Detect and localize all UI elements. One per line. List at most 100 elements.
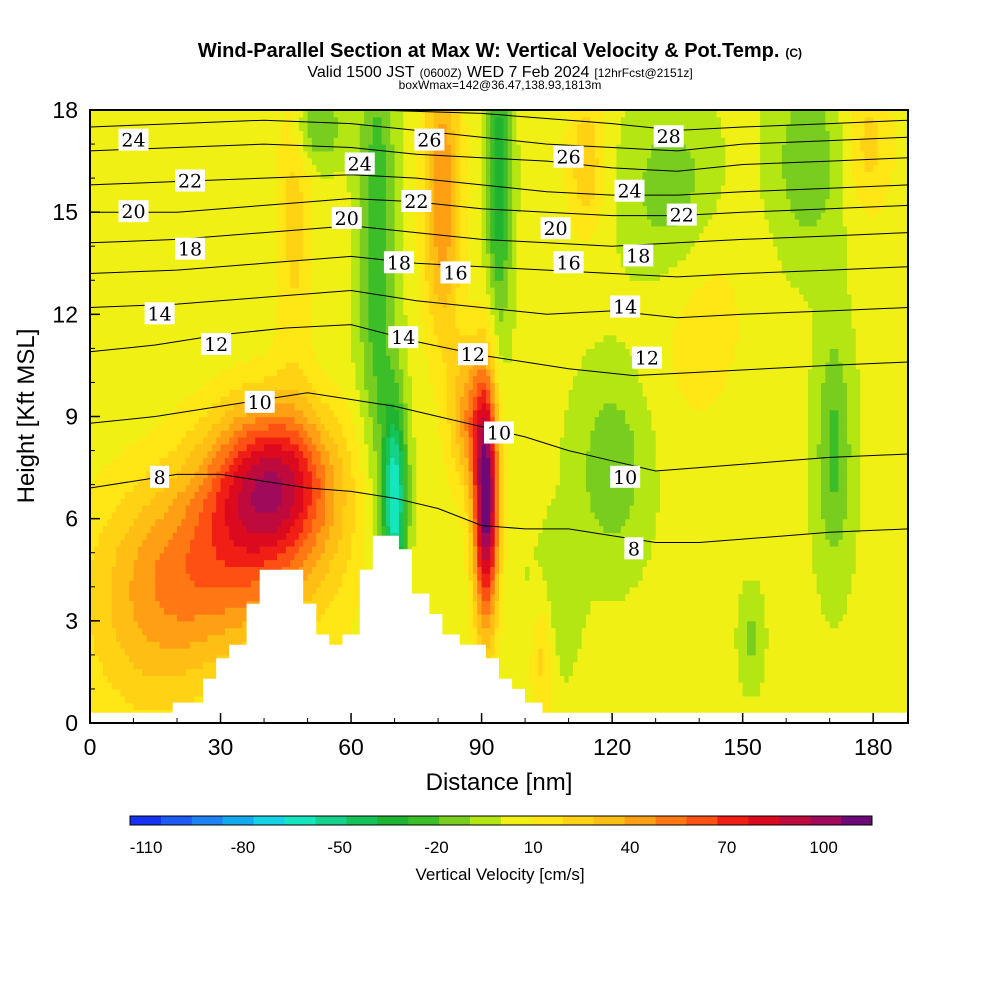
velocity-cell	[842, 702, 848, 710]
velocity-cell	[834, 682, 839, 690]
velocity-cell	[150, 559, 156, 567]
velocity-cell	[137, 668, 143, 676]
velocity-cell	[851, 573, 857, 581]
velocity-cell	[703, 545, 709, 554]
velocity-cell	[207, 593, 213, 601]
velocity-cell	[594, 593, 600, 601]
velocity-cell	[485, 620, 491, 629]
velocity-cell	[733, 614, 739, 622]
velocity-cell	[851, 579, 857, 588]
velocity-cell	[333, 566, 339, 574]
velocity-cell	[690, 688, 696, 697]
velocity-cell	[229, 634, 235, 642]
velocity-cell	[581, 695, 587, 704]
velocity-cell	[886, 654, 892, 663]
velocity-cell	[847, 566, 853, 574]
velocity-cell	[142, 586, 148, 595]
velocity-cell	[425, 539, 430, 547]
velocity-cell	[120, 579, 126, 588]
velocity-cell	[168, 634, 174, 642]
velocity-cell	[459, 559, 465, 567]
velocity-cell	[681, 566, 687, 574]
velocity-cell	[620, 566, 626, 574]
velocity-cell	[333, 600, 339, 608]
velocity-cell	[525, 682, 531, 690]
velocity-cell	[351, 573, 357, 581]
velocity-cell	[351, 559, 357, 567]
velocity-cell	[816, 702, 822, 710]
velocity-cell	[316, 545, 322, 554]
velocity-cell	[868, 702, 874, 710]
velocity-cell	[620, 654, 626, 663]
velocity-cell	[612, 620, 618, 629]
velocity-cell	[642, 648, 648, 656]
velocity-cell	[194, 641, 200, 649]
velocity-cell	[855, 641, 861, 649]
velocity-cell	[185, 593, 191, 601]
velocity-cell	[568, 579, 574, 588]
velocity-cell	[668, 579, 674, 588]
velocity-cell	[507, 620, 513, 629]
velocity-cell	[603, 586, 609, 595]
velocity-cell	[860, 688, 866, 697]
velocity-cell	[894, 634, 900, 642]
velocity-cell	[507, 614, 513, 622]
velocity-cell	[181, 648, 187, 656]
velocity-cell	[568, 654, 574, 663]
velocity-cell	[185, 552, 191, 561]
velocity-cell	[799, 648, 805, 656]
velocity-cell	[673, 552, 678, 561]
velocity-cell	[194, 614, 200, 622]
velocity-cell	[472, 627, 478, 636]
velocity-cell	[807, 688, 813, 697]
velocity-cell	[551, 559, 557, 567]
velocity-cell	[803, 702, 809, 710]
velocity-cell	[690, 682, 696, 690]
velocity-cell	[581, 620, 587, 629]
velocity-cell	[342, 559, 348, 567]
velocity-cell	[98, 539, 104, 547]
velocity-cell	[694, 641, 700, 649]
velocity-cell	[237, 579, 243, 588]
velocity-cell	[220, 620, 226, 629]
velocity-cell	[172, 545, 178, 554]
velocity-cell	[542, 620, 548, 629]
velocity-cell	[207, 668, 213, 676]
velocity-cell	[820, 668, 826, 676]
velocity-cell	[712, 559, 718, 567]
velocity-cell	[103, 545, 108, 554]
velocity-cell	[111, 539, 117, 547]
velocity-cell	[899, 545, 905, 554]
velocity-cell	[629, 573, 635, 581]
velocity-cell	[890, 688, 896, 697]
velocity-cell	[203, 559, 209, 567]
velocity-cell	[603, 682, 609, 690]
velocity-cell	[738, 566, 744, 574]
velocity-cell	[564, 675, 570, 683]
velocity-cell	[855, 579, 861, 588]
velocity-cell	[742, 654, 748, 663]
velocity-cell	[699, 566, 705, 574]
velocity-cell	[107, 675, 113, 683]
velocity-cell	[468, 552, 474, 561]
velocity-cell	[899, 579, 905, 588]
velocity-cell	[616, 620, 622, 629]
velocity-cell	[868, 545, 874, 554]
velocity-cell	[572, 668, 578, 676]
velocity-cell	[646, 586, 652, 595]
velocity-cell	[851, 593, 857, 601]
velocity-cell	[494, 607, 500, 615]
velocity-cell	[277, 545, 283, 554]
velocity-cell	[834, 627, 839, 636]
velocity-cell	[368, 559, 374, 567]
velocity-cell	[155, 661, 161, 670]
velocity-cell	[499, 641, 504, 649]
velocity-cell	[155, 695, 161, 704]
velocity-cell	[572, 695, 578, 704]
velocity-cell	[842, 627, 848, 636]
velocity-cell	[133, 552, 139, 561]
velocity-cell	[673, 668, 678, 676]
velocity-cell	[94, 579, 100, 588]
velocity-cell	[677, 607, 683, 615]
velocity-cell	[255, 593, 261, 601]
